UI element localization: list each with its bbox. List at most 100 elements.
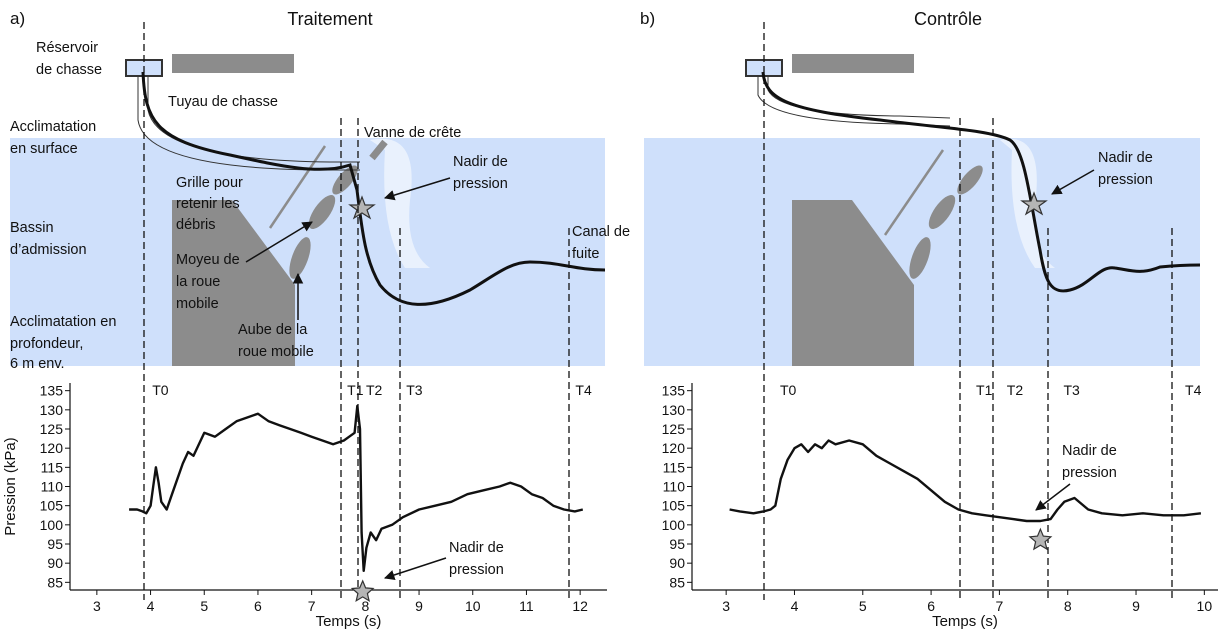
x-tick-label: 3	[93, 598, 101, 614]
event-lines-a	[143, 22, 570, 600]
label-nadir-schematic-b: Nadir de pression	[1098, 150, 1157, 188]
label-acclim-surface: Acclimatation en surface	[10, 119, 100, 157]
x-tick-label: 8	[361, 598, 369, 614]
event-label-t0: T0	[780, 382, 797, 398]
label-nadir-chart-a: Nadir de pression	[449, 540, 508, 578]
label-acclim-depth: Acclimatation en profondeur, 6 m env.	[10, 314, 120, 372]
spillway-shape	[370, 138, 430, 268]
panel-b-letter: b)	[640, 9, 655, 28]
y-tick-label: 95	[47, 536, 63, 552]
x-tick-label: 7	[308, 598, 316, 614]
runner-hub-b	[928, 194, 956, 230]
runner-hub	[308, 194, 336, 230]
y-tick-label: 95	[669, 536, 685, 552]
x-axis-label: Temps (s)	[932, 613, 998, 630]
label-intake-basin: Bassin d’admission	[10, 220, 87, 258]
nadir-star	[1028, 527, 1053, 551]
x-tick-label: 8	[1064, 598, 1072, 614]
event-label-t2: T2	[1007, 382, 1024, 398]
nadir-star-schematic-a	[348, 195, 376, 220]
x-tick-label: 4	[791, 598, 799, 614]
event-label-t4: T4	[575, 382, 592, 398]
y-tick-label: 115	[41, 459, 64, 475]
label-runner-blade: Aube de la roue mobile	[238, 322, 314, 360]
y-tick-label: 110	[41, 479, 64, 495]
event-label-t1: T1	[976, 382, 993, 398]
event-label-t0: T0	[152, 382, 169, 398]
y-tick-label: 135	[662, 383, 686, 399]
y-axis-label: Pression (kPa)	[2, 437, 19, 535]
x-tick-label: 5	[859, 598, 867, 614]
turbine-block	[172, 200, 295, 366]
panel-a-schematic: a) Traitement Réservoir	[10, 9, 634, 600]
runner-blade-upper-b	[957, 165, 983, 195]
x-tick-label: 5	[200, 598, 208, 614]
arrow-hub	[245, 221, 313, 263]
flush-pipe-inner-b	[767, 76, 951, 119]
label-nadir-schematic-a: Nadir de pression	[453, 154, 512, 192]
label-reservoir: Réservoir de chasse	[36, 40, 102, 78]
chart-b: 85 90 95 100 105 110 115 120 125 130 135 3 4 5 6 7 8 9 10 T…	[662, 382, 1218, 630]
reservoir-bar	[172, 54, 294, 73]
pressure-series	[729, 439, 1202, 523]
event-label-t1: T1	[347, 382, 364, 398]
event-label-t2: T2	[366, 382, 383, 398]
label-crest-gate: Vanne de crête	[364, 125, 461, 141]
crest-gate	[369, 139, 388, 161]
x-tick-label: 6	[254, 598, 262, 614]
y-tick-label: 105	[40, 498, 64, 514]
y-tick-label: 85	[669, 574, 685, 590]
y-tick-label: 120	[40, 440, 64, 456]
turbine-block-b	[792, 200, 914, 366]
y-tick-label: 125	[40, 421, 64, 437]
x-axis-label: Temps (s)	[316, 613, 382, 630]
panel-a-letter: a)	[10, 9, 25, 28]
y-tick-label: 135	[40, 383, 64, 399]
panel-b-schematic: b) Contrôle Nadir de pression	[640, 9, 1201, 600]
label-debris-rack: Grille pour retenir les débris	[176, 175, 247, 233]
runner-blade	[289, 237, 311, 279]
y-tick-label: 130	[40, 402, 64, 418]
x-tick-label: 10	[465, 598, 481, 614]
y-tick-label: 90	[47, 555, 63, 571]
y-tick-label: 85	[47, 574, 63, 590]
arrow-nadir-chart-b	[1035, 483, 1071, 511]
x-tick-label: 9	[1132, 598, 1140, 614]
arrow-nadir-b	[1051, 169, 1095, 195]
label-runner-hub: Moyeu de la roue mobile	[176, 252, 244, 312]
label-nadir-chart-b: Nadir de pression	[1062, 443, 1121, 481]
event-label-t3: T3	[406, 382, 423, 398]
y-tick-label: 100	[40, 517, 64, 533]
x-tick-label: 11	[519, 598, 534, 614]
y-tick-label: 100	[662, 517, 686, 533]
flush-pipe-outer-b	[757, 76, 951, 127]
x-tick-label: 9	[415, 598, 423, 614]
y-tick-label: 105	[662, 498, 686, 514]
event-label-t3: T3	[1063, 382, 1080, 398]
x-tick-label: 4	[147, 598, 155, 614]
label-flush-pipe: Tuyau de chasse	[168, 94, 278, 110]
arrow-nadir-chart-a	[384, 557, 447, 581]
debris-rack	[268, 145, 327, 229]
y-tick-label: 125	[662, 421, 686, 437]
x-tick-label: 12	[572, 598, 588, 614]
nadir-star-schematic-b	[1020, 191, 1048, 216]
chart-a: 85 90 95 100 105 110 115 120 125 130 135 3 4 5 6 7 8 9 10 1…	[2, 382, 607, 630]
debris-rack-b	[883, 149, 945, 236]
event-label-t4: T4	[1185, 382, 1202, 398]
y-tick-label: 130	[662, 402, 686, 418]
fish-trajectory	[141, 71, 606, 306]
panel-a-title: Traitement	[287, 9, 372, 29]
y-tick-label: 110	[663, 479, 686, 495]
x-tick-label: 3	[722, 598, 730, 614]
panel-b-title: Contrôle	[914, 9, 982, 29]
y-tick-label: 115	[663, 459, 686, 475]
x-tick-label: 10	[1197, 598, 1213, 614]
x-tick-label: 6	[927, 598, 935, 614]
label-tailrace: Canal de fuite	[572, 224, 634, 262]
arrow-nadir-a	[383, 177, 451, 201]
y-tick-label: 120	[662, 440, 686, 456]
nadir-star	[350, 579, 375, 603]
fish-trajectory-b	[761, 71, 1201, 293]
